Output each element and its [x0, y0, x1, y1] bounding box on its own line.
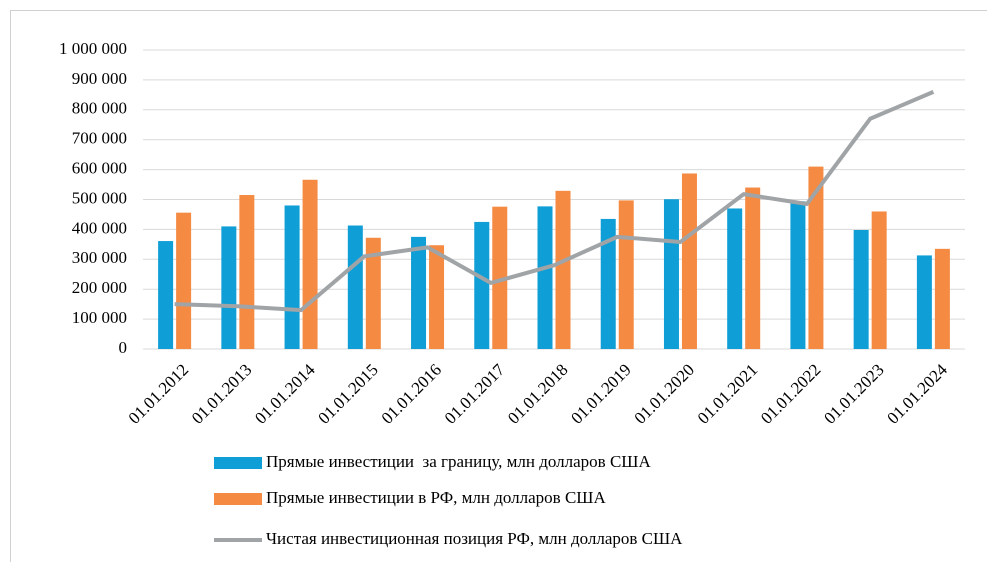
bar	[853, 229, 869, 349]
bar	[727, 208, 743, 349]
legend-swatch	[214, 457, 262, 469]
x-tick-label: 01.01.2015	[314, 360, 382, 428]
bar	[347, 225, 363, 349]
bar	[790, 201, 806, 349]
bar	[537, 206, 553, 349]
legend-label: Прямые инвестиции за границу, млн доллар…	[266, 452, 651, 471]
bar	[411, 236, 427, 349]
y-tick-label: 400 000	[72, 218, 127, 237]
bar	[934, 248, 950, 349]
bar	[429, 245, 445, 349]
bar	[302, 179, 318, 349]
y-tick-label: 0	[119, 338, 128, 357]
bar	[239, 195, 255, 349]
x-tick-label: 01.01.2016	[378, 360, 446, 428]
y-tick-label: 600 000	[72, 159, 127, 178]
x-tick-label: 01.01.2024	[883, 360, 951, 428]
bar	[618, 200, 634, 349]
x-tick-label: 01.01.2021	[694, 360, 762, 428]
legend-label: Прямые инвестиции в РФ, млн долларов США	[266, 488, 606, 507]
y-tick-label: 500 000	[72, 188, 127, 207]
bar	[681, 173, 697, 349]
legend-swatch	[214, 493, 262, 505]
y-tick-label: 1 000 000	[59, 39, 127, 58]
bar	[600, 218, 616, 349]
bar	[158, 241, 174, 349]
x-tick-label: 01.01.2018	[504, 360, 572, 428]
x-tick-label: 01.01.2013	[188, 360, 256, 428]
bar	[284, 205, 300, 349]
bar	[555, 190, 571, 349]
bar	[745, 187, 761, 349]
y-tick-label: 900 000	[72, 69, 127, 88]
y-tick-label: 300 000	[72, 248, 127, 267]
y-tick-label: 700 000	[72, 129, 127, 148]
y-tick-label: 800 000	[72, 99, 127, 118]
x-tick-label: 01.01.2022	[757, 360, 825, 428]
x-tick-label: 01.01.2020	[631, 360, 699, 428]
frame	[10, 10, 987, 562]
bar	[365, 237, 381, 349]
bar	[474, 221, 490, 349]
x-tick-label: 01.01.2019	[567, 360, 635, 428]
x-tick-label: 01.01.2017	[441, 360, 509, 428]
x-tick-label: 01.01.2023	[820, 360, 888, 428]
bar	[221, 226, 237, 349]
bar	[808, 166, 824, 349]
x-tick-label: 01.01.2012	[125, 360, 193, 428]
y-tick-label: 100 000	[72, 308, 127, 327]
bar	[663, 199, 679, 349]
bar	[176, 212, 192, 349]
bar	[916, 255, 932, 349]
legend-label: Чистая инвестиционная позиция РФ, млн до…	[266, 529, 683, 548]
y-tick-label: 200 000	[72, 278, 127, 297]
x-tick-label: 01.01.2014	[251, 360, 319, 428]
line	[174, 90, 935, 313]
bar	[871, 211, 887, 349]
bar	[492, 206, 508, 349]
